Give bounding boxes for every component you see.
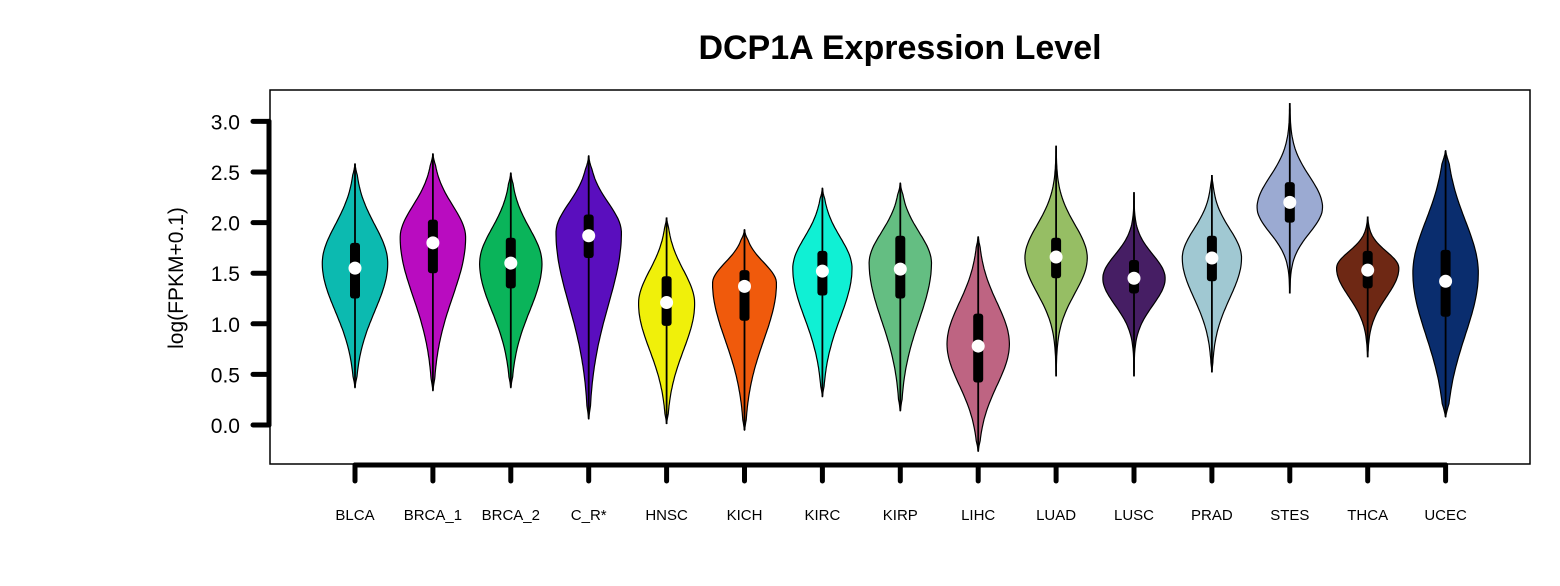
x-tick-label: KIRP bbox=[883, 507, 918, 524]
x-tick-label: UCEC bbox=[1424, 507, 1467, 524]
violin-kirc bbox=[792, 187, 853, 398]
violin-median-point bbox=[1361, 263, 1375, 277]
x-tick-label: HNSC bbox=[645, 507, 688, 524]
x-tick-label: KIRC bbox=[804, 507, 840, 524]
y-tick-label: 2.5 bbox=[211, 162, 240, 185]
x-tick-label: C_R* bbox=[571, 507, 607, 524]
y-tick-label: 3.0 bbox=[211, 111, 240, 134]
y-axis-label: log(FPKM+0.1) bbox=[165, 207, 188, 349]
y-tick-label: 1.0 bbox=[211, 314, 240, 337]
x-tick-label: BLCA bbox=[335, 507, 374, 524]
violin-lihc bbox=[946, 236, 1011, 452]
violin-kich bbox=[712, 229, 777, 431]
violin-median-point bbox=[893, 262, 907, 276]
y-tick-label: 0.0 bbox=[211, 415, 240, 438]
violin-lusc bbox=[1102, 192, 1166, 377]
violin-median-point bbox=[815, 264, 829, 278]
violin-median-point bbox=[738, 279, 751, 293]
x-tick-label: STES bbox=[1270, 507, 1309, 524]
violin-median-point bbox=[1205, 251, 1219, 265]
violin-stes bbox=[1256, 103, 1324, 294]
violin-median-point bbox=[660, 296, 674, 310]
y-tick-label: 0.5 bbox=[211, 364, 240, 387]
violin-iqr-box bbox=[739, 270, 750, 321]
chart-title: DCP1A Expression Level bbox=[698, 29, 1101, 67]
violin-ucec bbox=[1412, 150, 1479, 418]
x-tick-label: THCA bbox=[1347, 507, 1388, 524]
x-tick-label: BRCA_2 bbox=[482, 507, 540, 524]
x-tick-label: LUSC bbox=[1114, 507, 1154, 524]
violin-kirp bbox=[868, 182, 933, 412]
x-tick-label: KICH bbox=[727, 507, 763, 524]
violin-median-point bbox=[1439, 274, 1453, 288]
violin-blca bbox=[321, 163, 389, 389]
violin-thca bbox=[1336, 216, 1400, 358]
violin-prad bbox=[1181, 174, 1243, 373]
x-tick-label: PRAD bbox=[1191, 507, 1233, 524]
x-axis: BLCA BRCA_1 BRCA_2 C_R* HNSC KICH KIRC KIRP LIHC… bbox=[335, 462, 1467, 524]
x-tick-label: LUAD bbox=[1036, 507, 1076, 524]
violin-brca-1 bbox=[399, 153, 467, 392]
violin-median-point bbox=[971, 339, 985, 353]
x-tick-label: LIHC bbox=[961, 507, 995, 524]
x-tick-label: BRCA_1 bbox=[404, 507, 462, 524]
violin-median-point bbox=[348, 261, 362, 275]
violin-median-point bbox=[582, 229, 596, 243]
violin-median-point bbox=[1283, 195, 1297, 209]
violins bbox=[321, 103, 1479, 452]
violin-median-point bbox=[1127, 271, 1141, 285]
y-tick-label: 2.0 bbox=[211, 213, 240, 236]
violin-brca-2 bbox=[478, 172, 543, 389]
violin-median-point bbox=[504, 256, 518, 270]
y-axis: 0.0 0.5 1.0 1.5 2.0 2.5 3.0 bbox=[211, 111, 272, 438]
violin-c-r- bbox=[555, 155, 622, 420]
violin-median-point bbox=[1049, 250, 1063, 264]
violin-hnsc bbox=[638, 217, 696, 425]
violin-median-point bbox=[426, 236, 440, 250]
violin-luad bbox=[1024, 145, 1088, 377]
y-tick-label: 1.5 bbox=[211, 263, 240, 286]
